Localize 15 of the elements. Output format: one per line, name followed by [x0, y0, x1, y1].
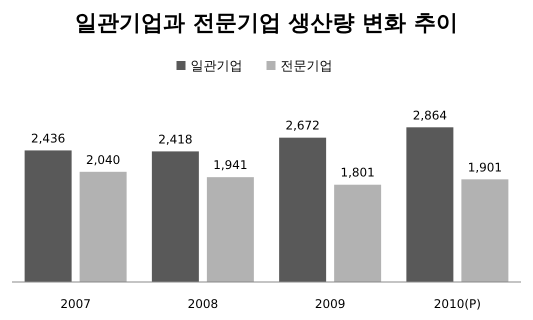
legend-label: 일관기업	[190, 59, 242, 74]
data-label: 2,864	[412, 108, 448, 122]
data-label: 2,418	[158, 132, 193, 146]
x-tick-label: 2009	[314, 297, 346, 311]
data-label: 1,901	[468, 160, 502, 174]
legend-label: 전문기업	[280, 59, 332, 74]
data-label: 1,801	[340, 166, 375, 180]
data-label: 1,941	[213, 158, 248, 172]
x-tick-label: 2010(P)	[434, 297, 481, 311]
data-label: 2,672	[285, 118, 320, 133]
x-tick-label: 2007	[60, 297, 91, 311]
data-label: 2,436	[30, 131, 66, 146]
data-label: 2,040	[86, 152, 120, 167]
chart-title: 일관기업과 전문기업 생산량 변화 추이	[75, 11, 458, 36]
x-tick-label: 2008	[188, 297, 218, 311]
